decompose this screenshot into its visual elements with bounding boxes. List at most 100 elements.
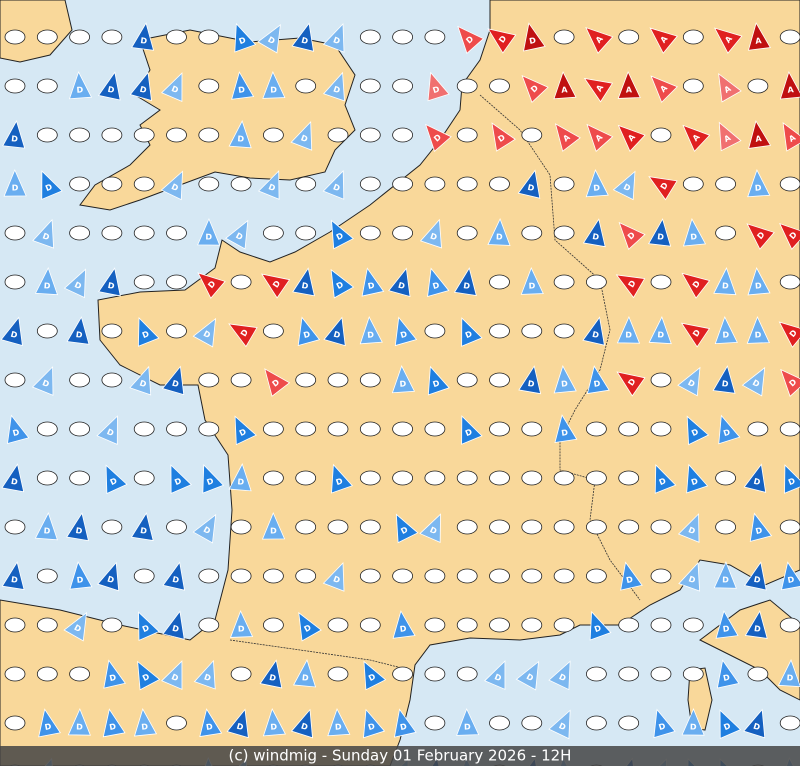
- wind-marker: [682, 666, 704, 682]
- calm-marker: [166, 274, 187, 290]
- marker-letter: D: [171, 379, 180, 390]
- wind-marker: [553, 176, 575, 192]
- marker-letter: D: [300, 133, 310, 144]
- wind-arrow: D: [193, 659, 216, 690]
- wind-arrow: D: [129, 71, 152, 102]
- wind-marker: D: [780, 368, 800, 397]
- arrow-shape: [487, 28, 517, 54]
- wind-arrow: A: [718, 72, 742, 103]
- arrow-shape: [617, 70, 641, 99]
- marker-letter: D: [751, 378, 761, 389]
- marker-letter: D: [238, 427, 248, 438]
- calm-marker: [456, 666, 478, 682]
- wind-marker: [456, 176, 478, 192]
- wind-marker: D: [648, 218, 672, 247]
- calm-marker: [747, 666, 769, 682]
- arrow-shape: [650, 75, 678, 103]
- wind-marker: D: [63, 268, 86, 299]
- arrow-shape: [129, 71, 152, 102]
- wind-marker: D: [548, 709, 571, 740]
- arrow-shape: [741, 366, 766, 397]
- calm-marker: [456, 225, 478, 241]
- arrow-shape: [553, 71, 577, 100]
- calm-marker: [359, 372, 381, 388]
- calm-marker: [489, 715, 510, 731]
- wind-arrow: D: [160, 170, 183, 201]
- marker-letter: D: [787, 476, 797, 487]
- wind-arrow: D: [520, 266, 544, 295]
- wind-arrow: D: [0, 316, 23, 347]
- marker-letter: D: [75, 526, 83, 536]
- marker-letter: D: [206, 476, 216, 487]
- arrow-shape: [322, 170, 345, 200]
- wind-marker: [586, 421, 607, 437]
- marker-letter: D: [332, 574, 342, 585]
- wind-marker: D: [129, 365, 152, 396]
- calm-marker: [586, 666, 607, 682]
- arrow-shape: [393, 708, 417, 738]
- wind-arrow: D: [102, 708, 126, 738]
- wind-marker: D: [290, 120, 313, 151]
- calm-marker: [392, 176, 414, 192]
- wind-marker: [618, 715, 640, 731]
- calm-marker: [682, 617, 704, 633]
- marker-letter: D: [622, 182, 632, 193]
- wind-arrow: D: [653, 708, 676, 739]
- wind-marker: D: [419, 513, 441, 544]
- arrow-shape: [553, 365, 577, 394]
- marker-letter: D: [109, 476, 119, 487]
- wind-arrow: D: [226, 708, 249, 739]
- calm-marker: [36, 421, 58, 437]
- wind-marker: D: [2, 120, 26, 149]
- calm-marker: [230, 568, 252, 584]
- wind-marker: D: [744, 610, 768, 639]
- arrow-shape: [131, 22, 155, 51]
- wind-marker: [359, 519, 381, 535]
- calm-marker: [392, 29, 414, 45]
- calm-marker: [618, 519, 640, 535]
- calm-marker: [618, 421, 640, 437]
- arrow-shape: [744, 610, 768, 639]
- arrow-shape: [618, 221, 646, 250]
- wind-arrow: D: [453, 267, 477, 296]
- calm-marker: [69, 176, 90, 192]
- wind-marker: [166, 519, 187, 535]
- calm-marker: [198, 176, 220, 192]
- wind-marker: D: [97, 71, 121, 101]
- arrow-shape: [322, 71, 345, 102]
- marker-letter: D: [76, 575, 84, 585]
- arrow-shape: [615, 274, 646, 299]
- calm-marker: [262, 225, 284, 241]
- arrow-shape: [394, 316, 418, 347]
- wind-marker: D: [197, 217, 221, 246]
- wind-marker: [101, 176, 123, 192]
- calm-marker: [166, 323, 187, 339]
- marker-letter: D: [464, 34, 475, 45]
- marker-letter: D: [464, 427, 474, 438]
- wind-marker: [521, 568, 543, 584]
- calm-marker: [69, 666, 90, 682]
- wind-marker: [489, 617, 510, 633]
- arrow-shape: [780, 561, 800, 591]
- marker-letter: D: [593, 623, 603, 634]
- marker-letter: D: [722, 575, 729, 584]
- calm-marker: [36, 470, 58, 486]
- calm-marker: [553, 176, 575, 192]
- wind-marker: D: [162, 610, 185, 640]
- calm-marker: [230, 372, 252, 388]
- wind-marker: [327, 372, 349, 388]
- marker-letter: D: [367, 330, 375, 340]
- marker-letter: D: [332, 84, 342, 95]
- wind-marker: D: [34, 267, 59, 296]
- calm-marker: [262, 617, 284, 633]
- wind-marker: [230, 519, 252, 535]
- wind-marker: D: [520, 266, 544, 295]
- wind-arrow: D: [298, 611, 322, 642]
- calm-marker: [295, 519, 317, 535]
- arrow-shape: [291, 22, 314, 52]
- wind-marker: D: [1, 561, 25, 591]
- wind-marker: A: [782, 122, 800, 152]
- marker-letter: D: [399, 379, 407, 388]
- marker-letter: D: [138, 378, 148, 389]
- wind-marker: D: [749, 512, 773, 542]
